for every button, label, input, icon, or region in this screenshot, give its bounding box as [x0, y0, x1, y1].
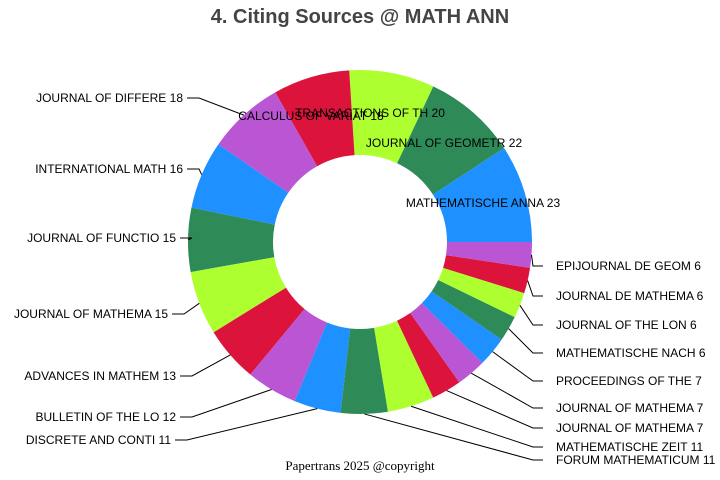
leader-line [187, 168, 203, 175]
slice-label: JOURNAL OF DIFFERE 18 [36, 91, 183, 105]
slice-label: MATHEMATISCHE ANNA 23 [406, 196, 561, 210]
donut-slice [275, 70, 355, 167]
donut-slice [443, 255, 531, 294]
donut-slice [294, 322, 351, 413]
donut-slice [190, 257, 286, 333]
slice-label: TRANSACTIONS OF TH 20 [295, 106, 445, 120]
leader-line [508, 328, 543, 354]
slice-label: FORUM MATHEMATICUM 11 [556, 453, 716, 467]
donut-slice [187, 207, 275, 273]
donut-slice [397, 313, 460, 398]
slice-label: PROCEEDINGS OF THE 7 [556, 374, 702, 388]
leader-line [446, 390, 543, 429]
donut-slice [432, 148, 532, 242]
donut-slice [431, 280, 515, 340]
leader-line [527, 280, 543, 297]
donut-slice [250, 309, 327, 402]
leader-line [187, 97, 245, 116]
slice-label: BULLETIN OF THE LO 12 [36, 410, 177, 424]
donut-slice [349, 70, 434, 164]
leader-line [172, 302, 200, 315]
donut-slice [340, 327, 388, 414]
slice-label: JOURNAL OF FUNCTIO 15 [27, 231, 176, 245]
slice-label: JOURNAL OF GEOMETR 22 [366, 136, 523, 150]
leader-line [180, 237, 193, 241]
leader-line [180, 389, 272, 418]
donut-slice [213, 287, 305, 375]
leader-line [364, 413, 543, 461]
donut-slice [374, 320, 434, 412]
leader-line [492, 351, 543, 382]
donut-slices [187, 70, 532, 414]
donut-slice [191, 144, 289, 225]
copyright-footer: Papertrans 2025 @copyright [285, 458, 435, 473]
slice-label: JOURNAL DE MATHEMA 6 [556, 289, 704, 303]
slice-label: EPIJOURNAL DE GEOM 6 [556, 259, 701, 273]
leader-lines [172, 97, 543, 461]
slice-label: INTERNATIONAL MATH 16 [35, 162, 183, 176]
leader-line [531, 254, 543, 267]
donut-slice [410, 303, 483, 383]
leader-line [180, 354, 231, 377]
donut-slice [421, 291, 502, 363]
slice-label: DISCRETE AND CONTI 11 [26, 433, 171, 447]
slice-label: MATHEMATISCHE NACH 6 [556, 346, 706, 360]
slice-label: ADVANCES IN MATHEM 13 [24, 369, 176, 383]
leader-line [175, 408, 318, 441]
donut-slice [438, 267, 525, 318]
donut-slice [397, 86, 505, 195]
leader-line [519, 305, 543, 326]
slice-labels: MATHEMATISCHE ANNA 23 JOURNAL OF GEOMETR … [14, 91, 716, 467]
slice-label: CALCULUS OF VARIAT 18 [238, 109, 384, 123]
slice-label: JOURNAL OF MATHEMA 7 [556, 421, 704, 435]
leader-line [471, 372, 543, 409]
donut-slice [446, 242, 532, 268]
chart-title: 4. Citing Sources @ MATH ANN [210, 6, 510, 28]
slice-label: JOURNAL OF MATHEMA 7 [556, 401, 704, 415]
slice-label: JOURNAL OF MATHEMA 15 [14, 307, 168, 321]
slice-label: JOURNAL OF THE LON 6 [556, 318, 697, 332]
leader-line [410, 405, 543, 448]
donut-slice [218, 92, 318, 193]
slice-label: MATHEMATISCHE ZEIT 11 [556, 440, 703, 454]
